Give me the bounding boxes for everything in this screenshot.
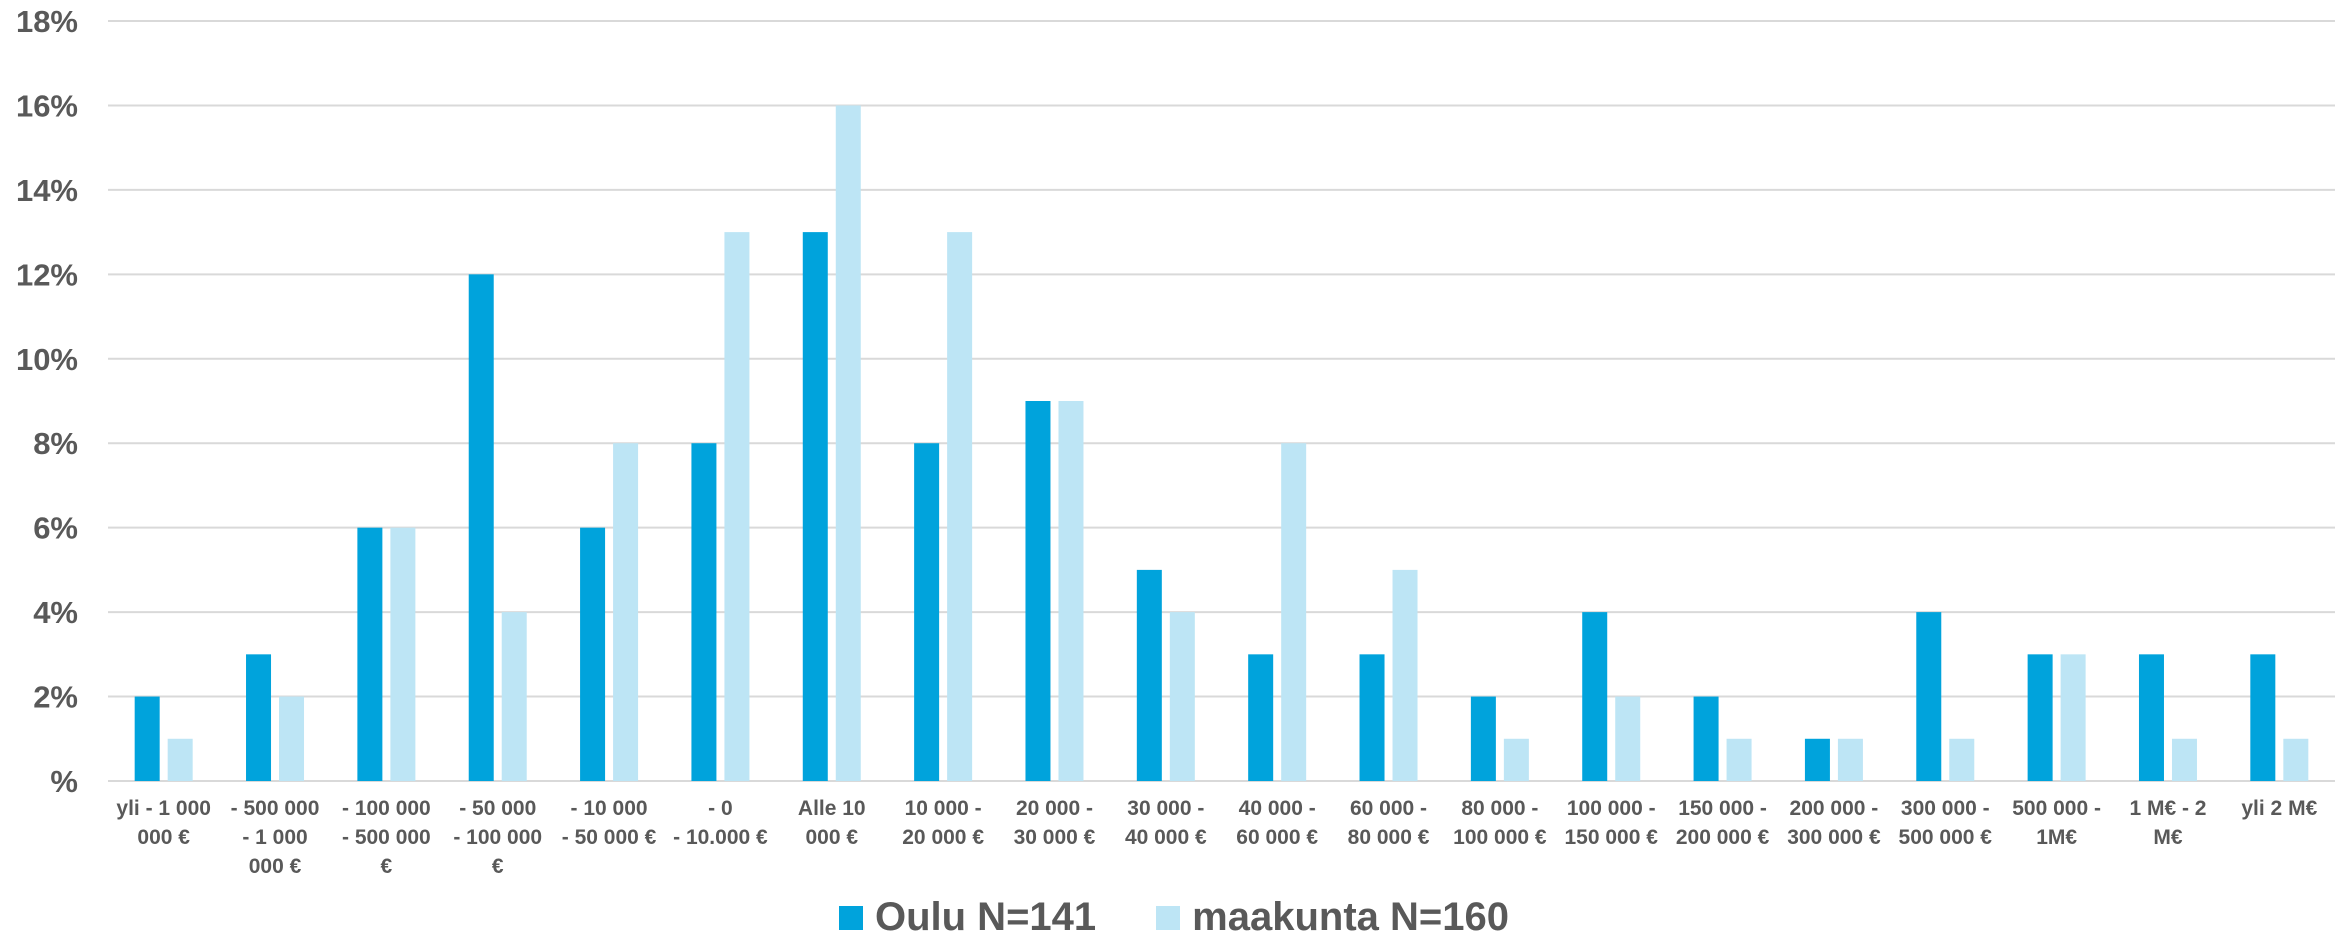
bar: [1058, 401, 1084, 781]
bar: [501, 612, 527, 781]
bar: [1136, 569, 1162, 781]
bar: [2138, 654, 2164, 781]
y-tick-label: 8%: [33, 426, 78, 461]
x-tick-label: Alle 10 000 €: [798, 797, 866, 849]
bar: [167, 738, 193, 781]
bar: [914, 443, 940, 781]
x-tick-label: 1 M€ - 2 M€: [2129, 797, 2206, 849]
x-tick-label: - 50 000- 100 000 €: [453, 797, 542, 878]
y-tick-label: %: [50, 764, 78, 799]
x-tick-label: 150 000 -200 000 €: [1676, 797, 1770, 849]
x-tick-label: yli 2 M€: [2241, 797, 2317, 820]
bar: [1726, 738, 1752, 781]
x-tick-label: 500 000 -1M€: [2012, 797, 2101, 849]
bar: [691, 443, 717, 781]
bar: [357, 527, 383, 781]
legend-swatch-maakunta: [1156, 905, 1181, 930]
x-tick-label: - 500 000- 1 000 000 €: [231, 797, 320, 878]
chart-legend: Oulu N=141 maakunta N=160: [0, 895, 2348, 940]
legend-item-maakunta: maakunta N=160: [1156, 895, 1509, 940]
y-tick-label: 12%: [16, 257, 78, 292]
bar: [390, 527, 416, 781]
bar: [134, 696, 160, 781]
x-tick-label: 20 000 -30 000 €: [1014, 797, 1096, 849]
x-tick-label: 300 000 -500 000 €: [1899, 797, 1993, 849]
bar: [802, 232, 828, 782]
bar: [2283, 738, 2309, 781]
y-tick-label: 16%: [16, 88, 78, 123]
legend-swatch-oulu: [838, 905, 863, 930]
x-tick-label: - 10 000- 50 000 €: [562, 797, 657, 849]
x-tick-label: 30 000 -40 000 €: [1125, 797, 1207, 849]
bar: [1392, 569, 1418, 781]
bar: [947, 232, 973, 782]
bar: [1837, 738, 1863, 781]
bar: [2027, 654, 2053, 781]
bar: [1804, 738, 1830, 781]
bar: [724, 232, 750, 782]
bar: [279, 696, 305, 781]
legend-item-oulu: Oulu N=141: [838, 895, 1097, 940]
bar: [613, 443, 639, 781]
bar: [1281, 443, 1307, 781]
x-tick-label: - 0- 10.000 €: [673, 797, 768, 849]
x-tick-label: 100 000 -150 000 €: [1565, 797, 1659, 849]
bar: [1949, 738, 1975, 781]
y-tick-label: 10%: [16, 342, 78, 377]
bar: [1248, 654, 1274, 781]
y-tick-label: 14%: [16, 173, 78, 208]
bar: [246, 654, 272, 781]
y-tick-label: 6%: [33, 511, 78, 546]
bar: [1025, 401, 1051, 781]
x-tick-label: 80 000 -100 000 €: [1453, 797, 1547, 849]
x-tick-label: - 100 000- 500 000 €: [342, 797, 431, 878]
bar: [2060, 654, 2086, 781]
x-tick-label: 40 000 -60 000 €: [1236, 797, 1318, 849]
bar: [1916, 612, 1942, 781]
y-tick-label: 4%: [33, 595, 78, 630]
bar: [1693, 696, 1719, 781]
bar: [1169, 612, 1195, 781]
bar: [1359, 654, 1385, 781]
bar: [1470, 696, 1496, 781]
bar: [2171, 738, 2197, 781]
bar: [2250, 654, 2276, 781]
x-tick-label: yli - 1 000 000 €: [116, 797, 211, 849]
bar: [835, 105, 861, 781]
x-tick-label: 10 000 -20 000 €: [902, 797, 984, 849]
x-tick-label: 60 000 -80 000 €: [1348, 797, 1430, 849]
legend-label-maakunta: maakunta N=160: [1192, 895, 1510, 939]
bar: [1582, 612, 1608, 781]
y-tick-label: 2%: [33, 680, 78, 715]
y-tick-label: 18%: [16, 4, 78, 39]
bar: [1615, 696, 1641, 781]
bar: [468, 274, 494, 781]
bar: [580, 527, 606, 781]
legend-label-oulu: Oulu N=141: [874, 895, 1097, 939]
x-tick-label: 200 000 -300 000 €: [1787, 797, 1881, 849]
bar: [1503, 738, 1529, 781]
